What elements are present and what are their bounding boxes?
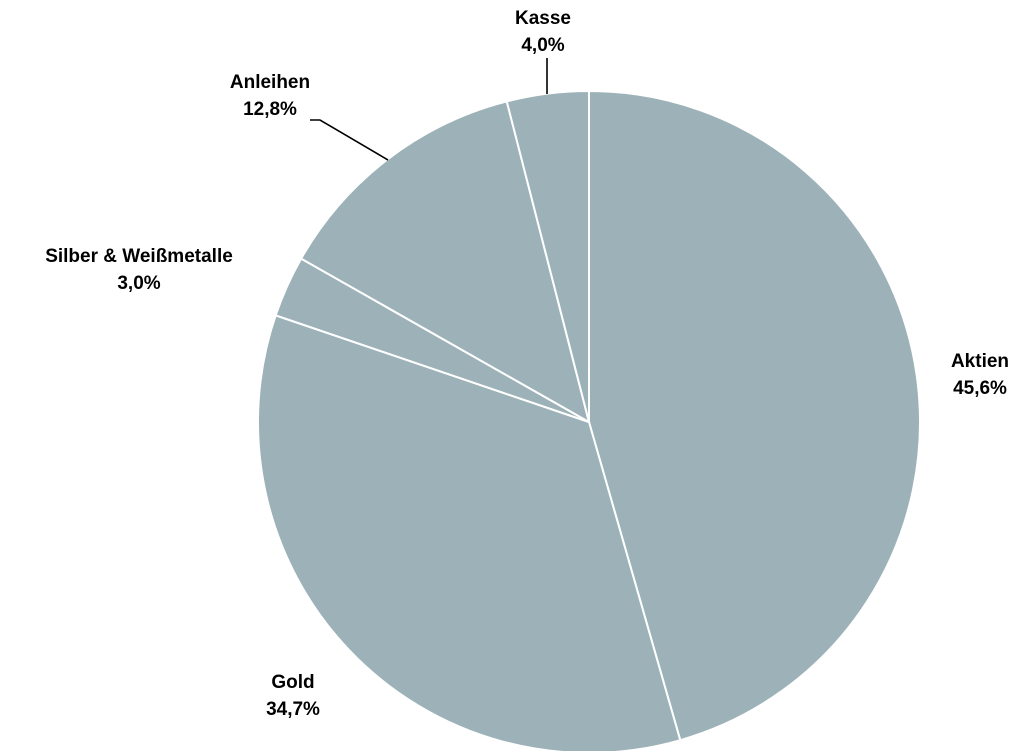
slice-value-gold: 34,7% [266, 699, 320, 720]
leader-lines [310, 58, 548, 161]
slice-label-kasse: Kasse [515, 8, 571, 29]
slice-label-silber: Silber & Weißmetalle [45, 246, 233, 267]
slice-label-aktien: Aktien [951, 351, 1009, 372]
slice-value-anleihen: 12,8% [243, 99, 297, 120]
slice-label-gold: Gold [271, 672, 314, 693]
slice-value-aktien: 45,6% [953, 378, 1007, 399]
leader-line-anleihen [310, 119, 389, 161]
slice-value-silber: 3,0% [117, 273, 160, 294]
pie-slice-aktien [588, 89, 921, 742]
slice-value-kasse: 4,0% [521, 35, 564, 56]
slice-label-anleihen: Anleihen [230, 72, 310, 93]
slice-labels: Aktien 45,6% Gold 34,7% Silber & Weißmetalle… [45, 8, 1009, 720]
pie-slice-gold [257, 314, 682, 751]
pie-slices [257, 89, 921, 751]
